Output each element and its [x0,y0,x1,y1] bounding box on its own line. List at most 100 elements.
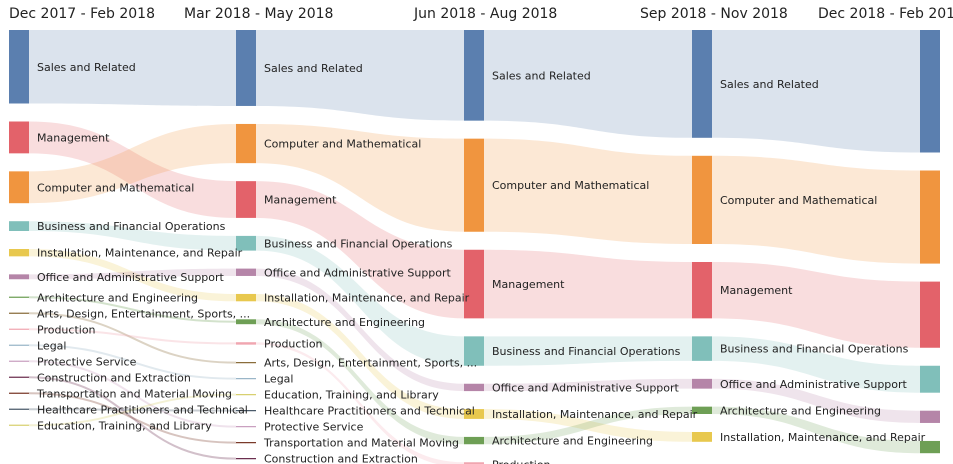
node-office-and-administrative-support-1[interactable] [236,268,256,276]
flow-link-architecture-and-engineering-0 [28,296,237,323]
node-architecture-and-engineering-3[interactable] [692,406,712,414]
node-label-construction-and-extraction-1: Construction and Extraction [264,453,418,464]
flow-link-installation-maintenance-and-repair-2 [484,409,692,442]
node-business-and-financial-operations-2[interactable] [464,336,484,366]
node-management-1[interactable] [236,181,256,218]
node-sales-and-related-4[interactable] [920,30,940,153]
flow-link-management-0 [29,121,236,218]
node-computer-and-mathematical-4[interactable] [920,170,940,264]
flow-link-business-and-financial-operations-1 [256,235,464,366]
flow-link-healthcare-practitioners-and-technical-0 [28,408,237,412]
flow-link-business-and-financial-operations-3 [712,336,920,393]
flow-link-architecture-and-engineering-3 [712,406,920,454]
node-label-healthcare-practitioners-and-technical-1: Healthcare Practitioners and Technical [264,405,475,418]
node-label-education-training-and-library-0: Education, Training, and Library [37,419,212,432]
node-label-business-and-financial-operations-3: Business and Financial Operations [720,343,909,356]
flow-link-production-0 [28,328,237,345]
flow-link-office-and-administrative-support-0 [29,268,236,280]
node-label-office-and-administrative-support-0: Office and Administrative Support [37,271,225,284]
node-label-education-training-and-library-1: Education, Training, and Library [264,389,439,402]
node-installation-maintenance-and-repair-3[interactable] [692,432,712,442]
node-label-healthcare-practitioners-and-technical-0: Healthcare Practitioners and Technical [37,403,248,416]
node-label-sales-and-related-0: Sales and Related [37,61,136,74]
node-label-protective-service-1: Protective Service [264,421,364,434]
node-installation-maintenance-and-repair-0[interactable] [9,249,29,257]
node-business-and-financial-operations-1[interactable] [236,235,256,251]
flow-link-transportation-and-material-moving-0 [28,392,237,444]
flow-link-management-2 [484,249,692,319]
flow-link-business-and-financial-operations-0 [29,221,236,251]
node-computer-and-mathematical-1[interactable] [236,123,256,164]
node-architecture-and-engineering-2[interactable] [464,436,484,445]
node-computer-and-mathematical-3[interactable] [692,155,712,244]
node-label-architecture-and-engineering-0: Architecture and Engineering [37,291,198,304]
node-sales-and-related-3[interactable] [692,30,712,138]
node-labels: Sales and Related Management Computer and … [36,61,926,464]
flow-link-sales-and-related-2 [484,30,692,138]
node-office-and-administrative-support-3[interactable] [692,378,712,389]
flow-link-management-1 [256,181,464,319]
node-label-business-and-financial-operations-2: Business and Financial Operations [492,345,681,358]
flow-link-production-1 [256,342,464,464]
flow-link-installation-maintenance-and-repair-1 [256,293,464,419]
node-management-0[interactable] [9,121,29,154]
flow-link-office-and-administrative-support-1 [256,268,464,392]
node-management-4[interactable] [920,281,940,348]
period-header-1: Mar 2018 - May 2018 [184,6,333,22]
node-installation-maintenance-and-repair-1[interactable] [236,293,256,302]
node-office-and-administrative-support-4[interactable] [920,410,940,423]
node-label-production-1: Production [264,337,323,350]
node-computer-and-mathematical-0[interactable] [9,171,29,204]
flow-link-legal-0 [28,344,237,380]
period-header-2: Jun 2018 - Aug 2018 [413,6,557,22]
flow-link-sales-and-related-0 [29,30,236,106]
node-business-and-financial-operations-3[interactable] [692,336,712,361]
flow-link-construction-and-extraction-0 [28,376,237,460]
node-production-2[interactable] [464,462,484,464]
node-label-office-and-administrative-support-1: Office and Administrative Support [264,266,452,279]
node-label-arts-design-entertainment-sports-1: Arts, Design, Entertainment, Sports, ... [264,357,477,370]
node-computer-and-mathematical-2[interactable] [464,138,484,232]
node-sales-and-related-0[interactable] [9,30,29,104]
node-label-arts-design-entertainment-sports-0: Arts, Design, Entertainment, Sports, ... [37,307,250,320]
flow-link-arts-design-entertainment-sports-0 [28,312,237,364]
node-management-2[interactable] [464,249,484,319]
node-label-construction-and-extraction-0: Construction and Extraction [37,371,191,384]
node-management-3[interactable] [692,262,712,319]
node-label-architecture-and-engineering-3: Architecture and Engineering [720,404,881,417]
node-installation-maintenance-and-repair-2[interactable] [464,409,484,419]
node-sales-and-related-1[interactable] [236,30,256,106]
node-business-and-financial-operations-4[interactable] [920,365,940,393]
flow-link-architecture-and-engineering-2 [484,406,692,445]
node-label-installation-maintenance-and-repair-1: Installation, Maintenance, and Repair [264,292,470,305]
node-label-transportation-and-material-moving-0: Transportation and Material Moving [36,387,232,400]
period-headers: Dec 2017 - Feb 2018 Mar 2018 - May 2018 Ju… [9,6,953,22]
node-label-office-and-administrative-support-3: Office and Administrative Support [720,378,908,391]
node-office-and-administrative-support-2[interactable] [464,383,484,392]
node-label-protective-service-0: Protective Service [37,355,137,368]
flow-link-education-training-and-library-0 [28,393,237,427]
node-label-computer-and-mathematical-0: Computer and Mathematical [37,181,194,194]
node-office-and-administrative-support-0[interactable] [9,274,29,280]
node-architecture-and-engineering-4[interactable] [920,440,940,454]
flow-link-business-and-financial-operations-2 [484,336,692,366]
node-label-legal-0: Legal [37,339,66,352]
node-label-business-and-financial-operations-0: Business and Financial Operations [37,220,226,233]
flow-links [28,30,920,464]
node-label-management-2: Management [492,278,565,291]
flow-link-sales-and-related-1 [256,30,464,121]
flow-link-protective-service-0 [28,360,237,428]
node-label-production-2: Production [492,459,551,464]
node-business-and-financial-operations-0[interactable] [9,221,29,231]
node-architecture-and-engineering-1[interactable] [236,319,256,325]
node-sales-and-related-2[interactable] [464,30,484,121]
flow-link-computer-and-mathematical-0 [29,123,236,204]
node-label-management-1: Management [264,194,337,207]
flow-link-sales-and-related-3 [712,30,920,153]
node-label-sales-and-related-3: Sales and Related [720,78,819,91]
node-label-sales-and-related-2: Sales and Related [492,69,591,82]
flow-link-installation-maintenance-and-repair-0 [29,249,236,302]
period-header-0: Dec 2017 - Feb 2018 [9,6,155,22]
node-production-1[interactable] [236,342,256,345]
